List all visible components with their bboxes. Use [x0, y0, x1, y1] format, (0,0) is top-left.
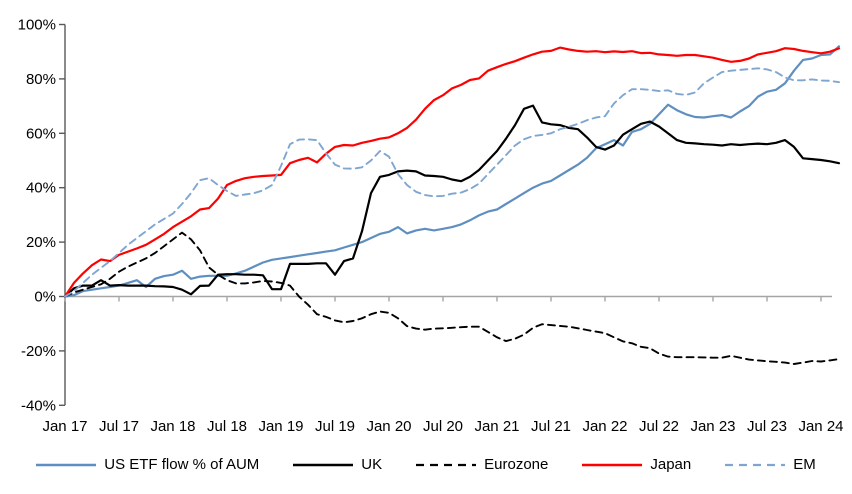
- x-tick-label: Jan 23: [690, 418, 735, 435]
- y-tick-label: 80%: [26, 71, 56, 88]
- y-tick-label: -40%: [21, 397, 56, 414]
- y-tick-label: 100%: [18, 17, 56, 34]
- series-line-eurozone: [64, 231, 840, 365]
- legend-swatch-us-etf-flow-of-aum: [36, 463, 97, 466]
- x-tick-label: Jan 24: [798, 418, 843, 435]
- x-tick-label: Jan 17: [42, 418, 87, 435]
- legend-label-us-etf-flow-of-aum: US ETF flow % of AUM: [104, 456, 260, 473]
- legend-item-japan: Japan: [582, 456, 691, 473]
- y-tick-label: 0%: [34, 289, 56, 306]
- legend-item-us-etf-flow-of-aum: US ETF flow % of AUM: [36, 456, 259, 473]
- y-tick-label: 60%: [26, 125, 56, 142]
- x-tick-label: Jan 21: [474, 418, 519, 435]
- legend-swatch-em: [725, 463, 786, 466]
- legend-label-japan: Japan: [650, 456, 692, 473]
- series-line-us-etf-flow-of-aum: [63, 45, 841, 298]
- legend-item-em: EM: [725, 456, 816, 473]
- x-tick-label: Jan 20: [366, 418, 411, 435]
- y-tick-label: 40%: [26, 180, 56, 197]
- x-tick-label: Jul 17: [99, 418, 139, 435]
- etf-flow-chart: 100% 80% 60% 40% 20% 0% -20% -40% Jan 17 Jul 17 Ja…: [18, 17, 844, 436]
- legend-item-uk: UK: [293, 456, 382, 473]
- x-tick-label: Jan 19: [258, 418, 303, 435]
- series-line-em: [64, 67, 840, 298]
- x-tick-label: Jul 18: [207, 418, 247, 435]
- x-tick-label: Jul 22: [639, 418, 679, 435]
- x-tick-label: Jan 22: [582, 418, 627, 435]
- y-tick-label: -20%: [21, 343, 56, 360]
- legend-label-uk: UK: [361, 456, 383, 473]
- legend-label-em: EM: [793, 456, 816, 473]
- series-line-uk: [63, 104, 841, 298]
- x-tick-label: Jul 21: [531, 418, 571, 435]
- chart-legend: US ETF flow % of AUM UK Eurozone Japan EM: [0, 456, 852, 473]
- x-tick-label: Jul 23: [747, 418, 787, 435]
- legend-label-eurozone: Eurozone: [484, 456, 549, 473]
- x-tick-label: Jul 19: [315, 418, 355, 435]
- x-tick-label: Jan 18: [150, 418, 195, 435]
- legend-swatch-eurozone: [416, 463, 477, 466]
- series-line-japan: [63, 46, 841, 298]
- legend-swatch-uk: [293, 463, 354, 466]
- legend-item-eurozone: Eurozone: [416, 456, 548, 473]
- y-tick-label: 20%: [26, 234, 56, 251]
- x-tick-label: Jul 20: [423, 418, 463, 435]
- legend-swatch-japan: [582, 463, 643, 466]
